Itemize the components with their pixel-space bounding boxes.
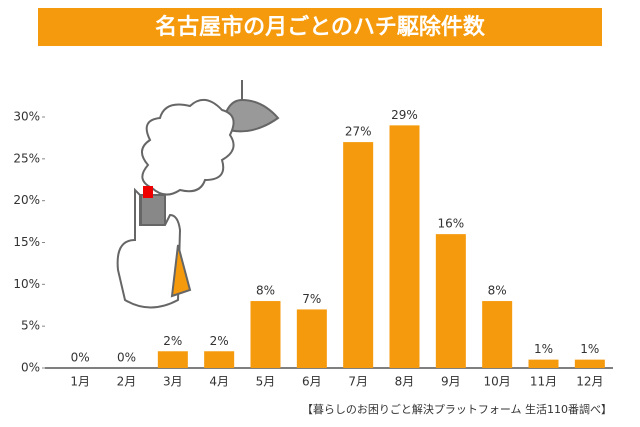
value-label: 29% xyxy=(391,108,418,122)
bar xyxy=(250,301,281,368)
smoke-cloud xyxy=(141,99,235,196)
spray-can xyxy=(140,194,166,226)
title-banner xyxy=(38,8,602,46)
x-tick-label: 9月 xyxy=(441,375,461,389)
x-tick-label: 10月 xyxy=(484,375,511,389)
hand xyxy=(116,187,182,309)
y-tick-label: 10% xyxy=(13,277,40,291)
x-tick-label: 12月 xyxy=(576,375,603,389)
source-note: 【暮らしのお困りごと解決プラットフォーム 生活110番調べ】 xyxy=(302,402,612,416)
value-label: 7% xyxy=(302,292,321,306)
bar xyxy=(204,351,235,368)
y-tick-label: 15% xyxy=(13,235,40,249)
x-tick-label: 1月 xyxy=(70,375,90,389)
sleeve xyxy=(170,244,192,298)
value-label: 8% xyxy=(256,284,275,298)
y-tick-label: 30% xyxy=(13,110,40,124)
value-label: 0% xyxy=(117,351,136,365)
y-tick-label: 25% xyxy=(13,151,40,165)
value-label: 27% xyxy=(345,125,372,139)
value-label: 16% xyxy=(437,217,464,231)
bar xyxy=(157,351,188,368)
value-label: 2% xyxy=(163,334,182,348)
chart-title: 名古屋市の月ごとのハチ駆除件数 xyxy=(155,14,486,40)
x-tick-label: 11月 xyxy=(530,375,557,389)
bar xyxy=(528,359,559,368)
bar xyxy=(389,125,420,368)
bar xyxy=(343,142,374,368)
bar xyxy=(482,301,513,368)
spray-nozzle xyxy=(143,186,153,198)
value-label: 1% xyxy=(580,342,599,356)
x-tick-label: 8月 xyxy=(395,375,415,389)
bar xyxy=(296,309,327,368)
x-tick-label: 4月 xyxy=(209,375,229,389)
y-tick-label: 5% xyxy=(21,319,40,333)
value-label: 0% xyxy=(71,351,90,365)
y-tick-label: 0% xyxy=(21,361,40,375)
lamp-shade xyxy=(220,98,280,133)
value-label: 2% xyxy=(210,334,229,348)
x-tick-label: 6月 xyxy=(302,375,322,389)
value-label: 8% xyxy=(488,284,507,298)
illustration xyxy=(116,80,280,309)
x-tick-label: 5月 xyxy=(256,375,276,389)
x-tick-label: 2月 xyxy=(117,375,137,389)
x-tick-label: 7月 xyxy=(348,375,368,389)
y-tick-label: 20% xyxy=(13,193,40,207)
bar xyxy=(435,234,466,368)
x-tick-label: 3月 xyxy=(163,375,183,389)
value-label: 1% xyxy=(534,342,553,356)
bar xyxy=(574,359,605,368)
